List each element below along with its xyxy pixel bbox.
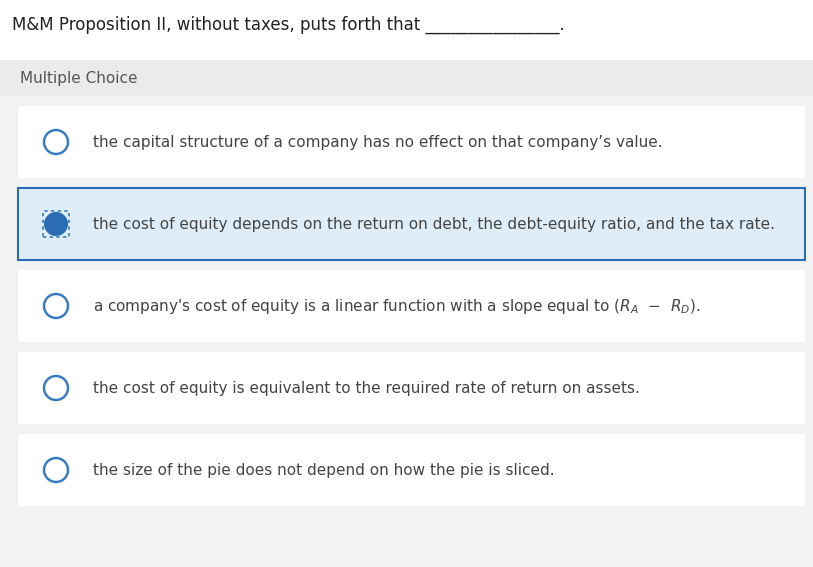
- Text: the capital structure of a company has no effect on that company’s value.: the capital structure of a company has n…: [93, 134, 663, 150]
- FancyBboxPatch shape: [18, 434, 805, 506]
- Circle shape: [44, 212, 68, 236]
- Text: M&M Proposition II, without taxes, puts forth that ________________.: M&M Proposition II, without taxes, puts …: [12, 16, 565, 34]
- FancyBboxPatch shape: [0, 60, 813, 96]
- Circle shape: [44, 130, 68, 154]
- Text: the cost of equity is equivalent to the required rate of return on assets.: the cost of equity is equivalent to the …: [93, 380, 640, 396]
- FancyBboxPatch shape: [0, 60, 813, 567]
- Circle shape: [44, 294, 68, 318]
- Circle shape: [44, 458, 68, 482]
- Circle shape: [44, 376, 68, 400]
- FancyBboxPatch shape: [18, 352, 805, 424]
- Text: a company's cost of equity is a linear function with a slope equal to ($R_A$  $-: a company's cost of equity is a linear f…: [93, 297, 701, 315]
- FancyBboxPatch shape: [18, 106, 805, 178]
- FancyBboxPatch shape: [18, 188, 805, 260]
- Text: the size of the pie does not depend on how the pie is sliced.: the size of the pie does not depend on h…: [93, 463, 554, 477]
- FancyBboxPatch shape: [18, 270, 805, 342]
- Text: the cost of equity depends on the return on debt, the debt-equity ratio, and the: the cost of equity depends on the return…: [93, 217, 775, 231]
- FancyBboxPatch shape: [0, 0, 813, 60]
- Text: Multiple Choice: Multiple Choice: [20, 70, 137, 86]
